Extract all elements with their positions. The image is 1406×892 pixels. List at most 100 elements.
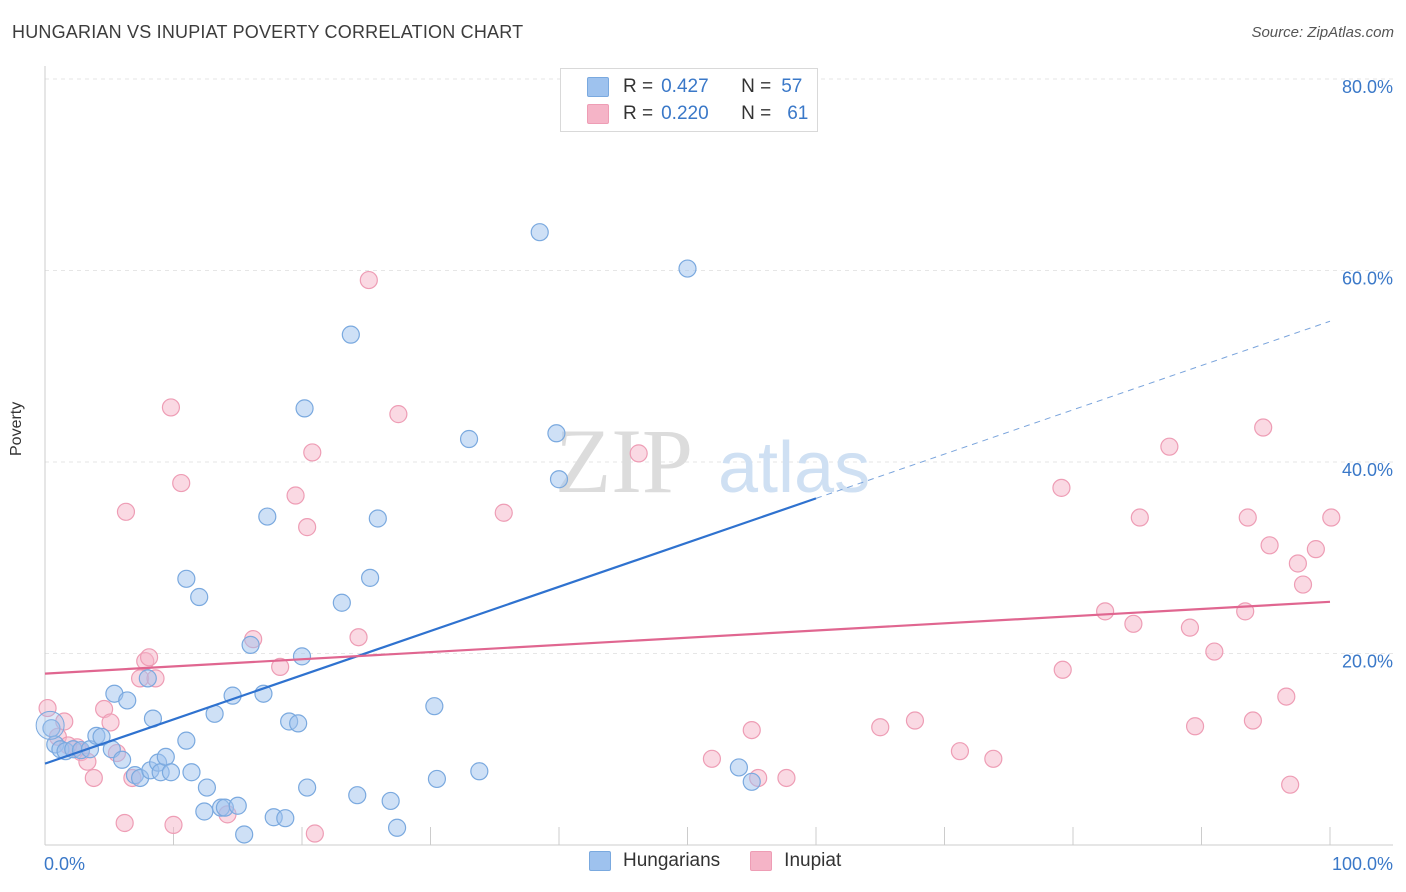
- hungarians-point: [197, 778, 217, 797]
- hungarians-point: [530, 223, 549, 242]
- hungarians-point: [177, 731, 196, 750]
- hungarians-point: [235, 825, 254, 844]
- inupiat-point: [950, 742, 970, 761]
- watermark: ZIP atlas: [555, 410, 870, 512]
- inupiat-point: [1322, 508, 1341, 527]
- hungarians-point: [182, 763, 201, 782]
- inupiat-point: [1130, 508, 1149, 527]
- correlation-legend: R = 0.427 N = 57 R = 0.220 N = 61: [560, 68, 818, 132]
- hungarians-point: [341, 325, 360, 344]
- inupiat-point: [1180, 618, 1200, 637]
- hungarians-point: [298, 778, 317, 797]
- hungarians-point: [547, 424, 566, 443]
- hungarians-point: [678, 259, 697, 278]
- hungarians-point: [427, 769, 447, 789]
- hungarians-point: [195, 802, 214, 821]
- hungarians-point: [348, 786, 367, 805]
- series-legend: Hungarians Inupiat: [589, 850, 871, 872]
- legend-swatch-inupiat: [587, 104, 609, 124]
- inupiat-point: [1052, 478, 1071, 497]
- watermark-zip: ZIP: [555, 410, 693, 512]
- inupiat-point: [101, 713, 120, 732]
- legend-n-value: 61: [787, 103, 809, 124]
- inupiat-point: [115, 813, 134, 833]
- trend-lines: [44, 320, 1331, 765]
- legend-swatch-hungarians: [587, 77, 609, 97]
- hungarians-trend-line: [44, 497, 817, 765]
- hungarians-point: [729, 758, 749, 777]
- legend-swatch-hungarians: [589, 851, 611, 871]
- hungarians-point: [295, 399, 314, 418]
- inupiat-point: [1205, 642, 1224, 661]
- chart-title: HUNGARIAN VS INUPIAT POVERTY CORRELATION…: [12, 22, 524, 42]
- grid-lines: [45, 78, 1393, 654]
- hungarians-point: [177, 569, 196, 588]
- inupiat-point: [116, 502, 136, 521]
- y-tick-label: 40.0%: [1342, 460, 1393, 480]
- legend-row-hungarians: R = 0.427 N = 57: [587, 75, 802, 99]
- x-tick-label: 0.0%: [44, 854, 85, 874]
- inupiat-point: [1053, 660, 1072, 679]
- inupiat-point: [702, 749, 722, 768]
- hungarians-point: [368, 509, 387, 528]
- tick-labels: 20.0% 40.0% 60.0% 80.0% 0.0% 100.0%: [44, 77, 1393, 874]
- hungarians-point: [228, 796, 247, 815]
- legend-r-value: 0.427: [661, 76, 709, 97]
- inupiat-point: [271, 657, 290, 677]
- inupiat-point: [38, 698, 57, 718]
- hungarians-point: [258, 507, 277, 526]
- inupiat-point: [298, 518, 317, 537]
- legend-r-label: R =: [623, 76, 654, 97]
- inupiat-point: [389, 405, 408, 424]
- inupiat-point: [305, 824, 324, 843]
- hungarians-point: [276, 809, 295, 828]
- inupiat-point: [494, 503, 513, 522]
- inupiat-point: [1306, 540, 1325, 559]
- hungarians-point: [289, 714, 308, 733]
- inupiat-point: [172, 473, 191, 493]
- hungarians-point: [459, 429, 479, 449]
- hungarians-point: [35, 710, 65, 740]
- inupiat-point: [1185, 717, 1205, 736]
- inupiat-point: [286, 486, 305, 505]
- source-label: Source: ZipAtlas.com: [1251, 24, 1394, 41]
- legend-label-inupiat: Inupiat: [784, 850, 842, 871]
- y-tick-label: 20.0%: [1342, 652, 1393, 672]
- hungarians-point: [361, 568, 380, 587]
- legend-n-label: N =: [741, 76, 772, 97]
- hungarians-point: [156, 747, 175, 767]
- x-tick-label: 100.0%: [1332, 854, 1393, 874]
- inupiat-point: [984, 749, 1003, 768]
- hungarians-trend-extension: [815, 320, 1331, 499]
- legend-swatch-inupiat: [750, 851, 773, 871]
- hungarians-point: [470, 762, 489, 781]
- hungarians-point: [292, 647, 312, 666]
- hungarians-point: [190, 587, 209, 607]
- legend-row-inupiat: R = 0.220 N = 61: [587, 102, 808, 126]
- inupiat-points: [38, 270, 1341, 843]
- inupiat-point: [871, 718, 890, 737]
- hungarians-point: [118, 691, 137, 710]
- legend-n-value: 57: [781, 76, 803, 97]
- y-axis-label: Poverty: [8, 401, 25, 456]
- inupiat-point: [1096, 602, 1115, 621]
- hungarians-point: [549, 470, 569, 489]
- legend-item-inupiat: Inupiat: [750, 850, 841, 872]
- hungarians-point: [161, 763, 181, 782]
- inupiat-point: [139, 648, 159, 667]
- inupiat-point: [1243, 711, 1263, 730]
- legend-label-hungarians: Hungarians: [623, 850, 721, 871]
- inupiat-point: [1124, 614, 1143, 633]
- inupiat-point: [359, 270, 378, 290]
- legend-n-label: N =: [741, 103, 772, 124]
- legend-r-label: R =: [623, 103, 654, 124]
- inupiat-point: [1254, 418, 1273, 437]
- inupiat-point: [1293, 575, 1313, 594]
- inupiat-point: [164, 815, 183, 834]
- legend-item-hungarians: Hungarians: [589, 850, 720, 872]
- inupiat-point: [303, 443, 322, 462]
- inupiat-point: [1238, 508, 1257, 527]
- inupiat-point: [1260, 536, 1279, 555]
- inupiat-point: [777, 768, 796, 788]
